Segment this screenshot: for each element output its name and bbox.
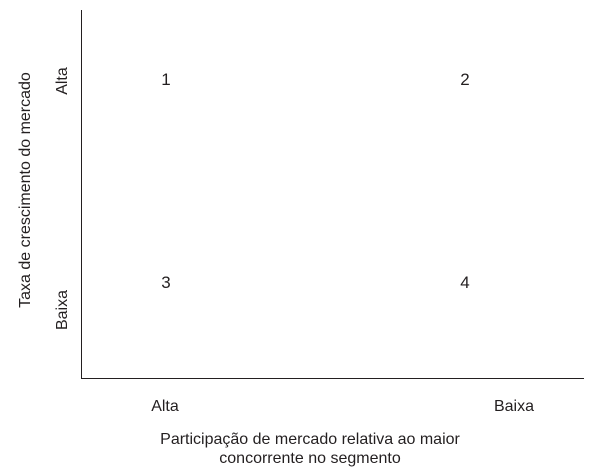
quadrant-3-label: 3 bbox=[161, 273, 171, 292]
quadrant-1-label: 1 bbox=[161, 70, 171, 89]
x-axis-title-line-2: concorrente no segmento bbox=[219, 450, 401, 467]
y-tick-alta: Alta bbox=[54, 67, 71, 95]
y-axis-title: Taxa de crescimento do mercado bbox=[17, 72, 34, 308]
y-axis-line bbox=[81, 10, 82, 379]
x-axis-title: Participação de mercado relativa ao maio… bbox=[110, 430, 510, 468]
quadrant-2-label: 2 bbox=[460, 70, 470, 89]
x-tick-baixa: Baixa bbox=[493, 398, 535, 415]
x-axis-title-line-1: Participação de mercado relativa ao maio… bbox=[160, 431, 460, 448]
x-axis-line bbox=[81, 378, 584, 379]
quadrant-4-label: 4 bbox=[460, 273, 470, 292]
x-tick-alta: Alta bbox=[151, 398, 179, 415]
y-tick-baixa: Baixa bbox=[54, 289, 71, 331]
